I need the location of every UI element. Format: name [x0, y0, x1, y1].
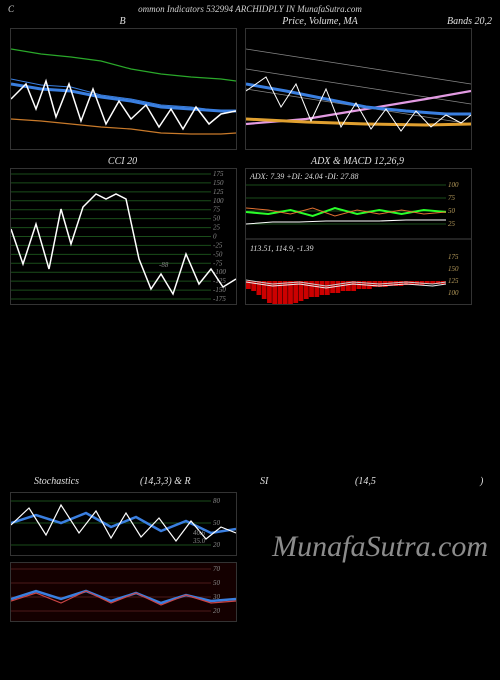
svg-text:175: 175: [213, 170, 224, 178]
svg-text:40.6: 40.6: [193, 529, 206, 537]
svg-text:100: 100: [448, 289, 459, 297]
svg-text:-150: -150: [213, 286, 226, 294]
svg-text:50: 50: [213, 519, 221, 527]
page-header: C ommon Indicators 532994 ARCHIDPLY IN M…: [0, 0, 500, 14]
svg-text:25: 25: [448, 220, 456, 228]
chart-bollinger: [10, 28, 237, 150]
chart-rsi: 70503020: [10, 562, 237, 622]
title-bands: Bands 20,2: [402, 14, 492, 29]
chart-cci: 1751501251007550250-25-50-75-100-125-150…: [10, 168, 237, 305]
hdr-prefix: C: [8, 4, 14, 14]
svg-text:20: 20: [213, 541, 221, 549]
svg-text:100: 100: [213, 197, 224, 205]
svg-text:-50: -50: [213, 250, 223, 258]
svg-text:75: 75: [213, 206, 221, 214]
svg-text:150: 150: [213, 179, 224, 187]
chart-adx-macd: ADX: 7.39 +DI: 24.04 -DI: 27.88 100 75 50 25…: [245, 168, 472, 305]
chart-price-ma: [245, 28, 472, 150]
svg-text:150: 150: [448, 265, 459, 273]
svg-text:-25: -25: [213, 241, 223, 249]
svg-text:50: 50: [213, 579, 221, 587]
title-price-ma: Price, Volume, MA: [245, 14, 395, 29]
svg-text:ADX: 7.39 +DI: 24.04 -DI: 27.8: ADX: 7.39 +DI: 24.04 -DI: 27.88: [249, 172, 359, 181]
svg-text:-175: -175: [213, 295, 226, 303]
title-bollinger: B: [10, 14, 235, 29]
svg-text:-75: -75: [213, 259, 223, 267]
chart-stochastics: 80 50 20 40.635.0: [10, 492, 237, 556]
svg-text:50: 50: [448, 207, 456, 215]
svg-text:25: 25: [213, 224, 221, 232]
title-adx-macd: ADX & MACD 12,26,9: [245, 154, 470, 169]
hdr-text: ommon Indicators 532994 ARCHIDPLY IN Mun…: [138, 4, 362, 14]
svg-text:125: 125: [448, 277, 459, 285]
svg-text:175: 175: [448, 253, 459, 261]
svg-text:0: 0: [213, 233, 217, 241]
watermark: MunafaSutra.com: [272, 530, 488, 564]
svg-text:100: 100: [448, 181, 459, 189]
svg-text:70: 70: [213, 565, 221, 573]
svg-text:50: 50: [213, 215, 221, 223]
svg-text:35.0: 35.0: [192, 537, 206, 545]
title-cci: CCI 20: [10, 154, 235, 169]
svg-text:75: 75: [448, 194, 456, 202]
svg-text:113.51, 114.9, -1.39: 113.51, 114.9, -1.39: [250, 244, 313, 253]
svg-text:20: 20: [213, 607, 221, 615]
svg-text:125: 125: [213, 188, 224, 196]
svg-text:80: 80: [213, 497, 221, 505]
svg-text:-88: -88: [159, 261, 169, 269]
